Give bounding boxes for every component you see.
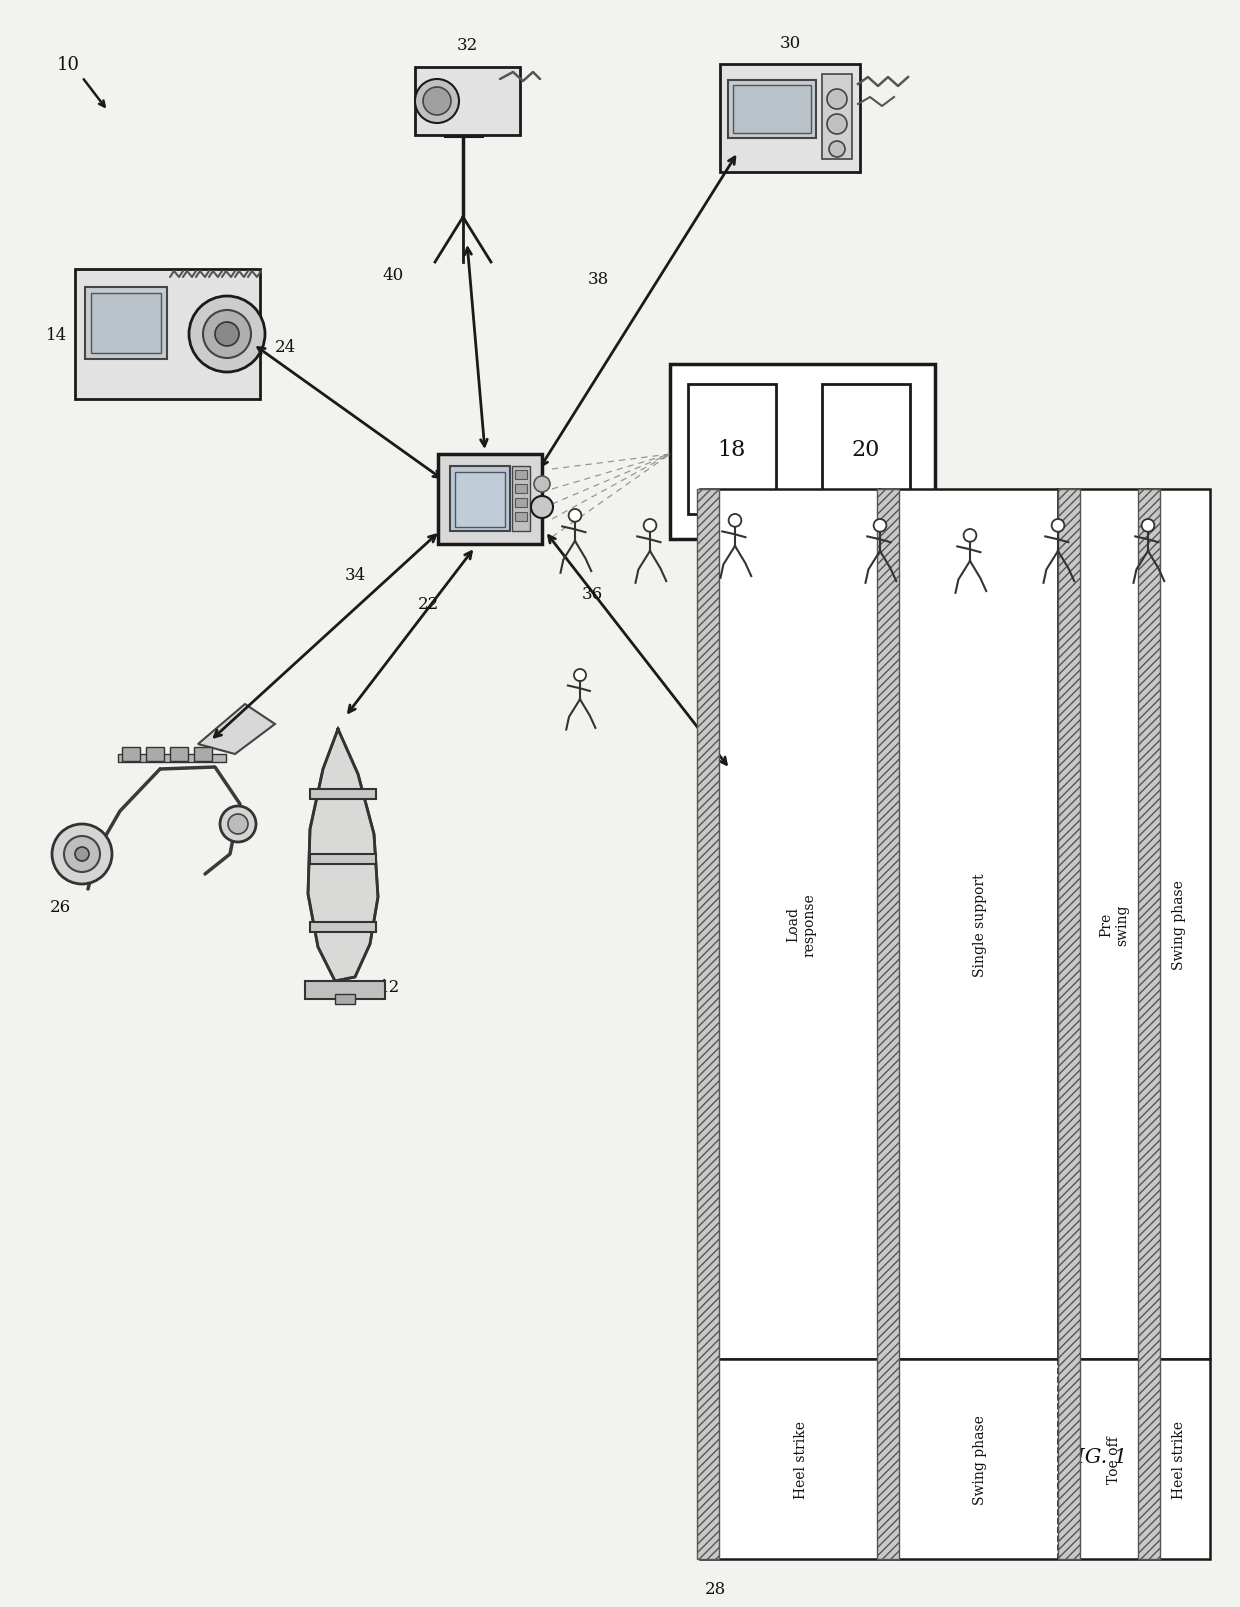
Text: 36: 36	[582, 587, 603, 603]
Circle shape	[415, 80, 459, 124]
Circle shape	[215, 323, 239, 347]
Bar	[91, 294, 161, 354]
Text: 28: 28	[704, 1581, 725, 1597]
Bar	[877, 490, 899, 1559]
Bar	[146, 747, 164, 762]
Bar	[170, 747, 188, 762]
Bar	[438, 455, 542, 545]
Text: Swing phase: Swing phase	[1172, 879, 1185, 969]
Bar	[310, 789, 376, 800]
Bar	[670, 365, 935, 540]
Circle shape	[203, 310, 250, 358]
Bar	[512, 466, 529, 532]
Text: Load
response: Load response	[786, 892, 816, 956]
Bar	[193, 747, 212, 762]
Polygon shape	[198, 704, 275, 755]
Bar	[515, 471, 527, 480]
Text: 34: 34	[345, 566, 366, 583]
Circle shape	[219, 807, 255, 842]
Bar	[445, 112, 484, 138]
Text: FIG. 1: FIG. 1	[1063, 1448, 1127, 1467]
Bar	[450, 466, 510, 532]
Bar	[86, 288, 167, 360]
Bar	[415, 67, 520, 137]
Text: 22: 22	[418, 596, 439, 614]
Text: Single support: Single support	[973, 873, 987, 975]
Bar	[305, 982, 384, 1000]
Bar	[701, 490, 1210, 1360]
Circle shape	[74, 847, 89, 861]
Bar	[720, 64, 861, 174]
Circle shape	[574, 670, 587, 681]
Bar	[310, 922, 376, 932]
Text: 24: 24	[274, 339, 295, 357]
Text: Toe off: Toe off	[1107, 1435, 1121, 1483]
Circle shape	[1142, 519, 1154, 532]
Bar	[455, 472, 505, 527]
Bar	[822, 76, 852, 161]
Circle shape	[1052, 519, 1064, 532]
Text: 16: 16	[495, 514, 515, 529]
Circle shape	[729, 514, 742, 527]
Bar	[515, 513, 527, 522]
Bar	[728, 80, 816, 138]
Circle shape	[569, 509, 582, 522]
Circle shape	[531, 497, 553, 519]
Text: Heel strike: Heel strike	[794, 1421, 808, 1498]
Bar	[74, 270, 260, 400]
Bar	[1058, 490, 1080, 1559]
Text: Heel strike: Heel strike	[1172, 1421, 1185, 1498]
Circle shape	[827, 90, 847, 109]
Bar	[118, 755, 226, 763]
Text: Pre
swing: Pre swing	[1099, 903, 1130, 945]
Circle shape	[423, 88, 451, 116]
Circle shape	[827, 116, 847, 135]
Circle shape	[874, 519, 887, 532]
Bar	[515, 498, 527, 508]
Bar	[701, 1360, 1210, 1559]
Bar	[697, 490, 719, 1559]
Text: 10: 10	[57, 56, 79, 74]
Bar	[733, 85, 811, 133]
Circle shape	[52, 824, 112, 884]
Bar	[688, 384, 776, 514]
Circle shape	[830, 141, 844, 157]
Text: 18: 18	[718, 439, 746, 461]
Bar	[822, 384, 910, 514]
Text: 32: 32	[456, 37, 477, 55]
Circle shape	[644, 519, 656, 532]
Circle shape	[188, 297, 265, 373]
Circle shape	[534, 477, 551, 493]
Text: 30: 30	[780, 34, 801, 51]
Text: 20: 20	[852, 439, 880, 461]
Circle shape	[228, 815, 248, 834]
Text: 12: 12	[379, 979, 401, 996]
Text: 14: 14	[46, 326, 68, 344]
Bar	[122, 747, 140, 762]
Polygon shape	[308, 730, 378, 982]
Bar	[335, 995, 355, 1004]
Text: 26: 26	[50, 898, 71, 916]
Bar	[1138, 490, 1159, 1559]
Bar	[310, 855, 376, 865]
Circle shape	[64, 837, 100, 873]
Text: 40: 40	[382, 267, 404, 283]
Text: Swing phase: Swing phase	[973, 1414, 987, 1504]
Bar	[515, 485, 527, 493]
Text: 38: 38	[588, 272, 609, 288]
Circle shape	[963, 530, 976, 543]
